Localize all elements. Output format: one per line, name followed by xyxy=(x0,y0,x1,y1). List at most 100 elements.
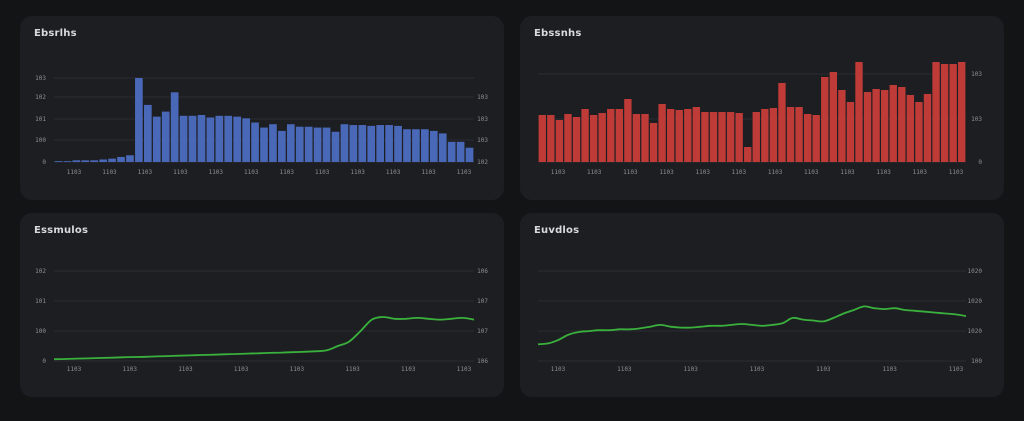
bar xyxy=(421,129,429,162)
x-tick-label: 1103 xyxy=(949,366,964,373)
bar xyxy=(607,109,615,162)
y-tick-label: 100 xyxy=(35,328,46,335)
bar xyxy=(429,130,438,162)
bar xyxy=(376,125,385,162)
bar xyxy=(331,131,340,162)
bar xyxy=(269,124,277,162)
y-tick-label-right: 103 xyxy=(971,116,982,123)
y-tick-label: 0 xyxy=(42,358,46,365)
y-tick-label-right: 107 xyxy=(477,298,488,305)
x-tick-label: 1103 xyxy=(617,366,632,373)
bar xyxy=(761,109,769,162)
bar xyxy=(718,112,726,162)
bar xyxy=(649,123,658,162)
bar xyxy=(117,156,125,162)
bar xyxy=(906,95,915,162)
bar xyxy=(358,125,367,162)
x-tick-label: 1103 xyxy=(882,366,897,373)
bar xyxy=(547,115,555,162)
y-tick-label: 101 xyxy=(35,298,46,305)
bar xyxy=(108,158,116,162)
bar xyxy=(367,125,376,162)
x-tick-label: 1103 xyxy=(290,366,305,373)
bar xyxy=(923,94,932,162)
y-tick-label: 101 xyxy=(35,116,46,123)
bar xyxy=(863,92,872,162)
bar xyxy=(701,112,709,162)
bar xyxy=(313,127,322,162)
x-tick-label: 1103 xyxy=(768,169,783,176)
bar xyxy=(63,161,72,162)
x-tick-label: 1103 xyxy=(345,366,360,373)
bar xyxy=(846,102,855,162)
y-tick-label-right: 0 xyxy=(978,159,982,166)
bar xyxy=(881,90,889,162)
chart-title: Euvdlos xyxy=(534,225,580,236)
y-tick-label-right: 103 xyxy=(477,94,488,101)
bar xyxy=(692,107,701,162)
bar xyxy=(932,62,940,162)
x-tick-label: 1103 xyxy=(122,366,137,373)
bar xyxy=(465,147,474,162)
bar xyxy=(161,111,170,162)
bar xyxy=(126,155,134,162)
bar xyxy=(915,102,923,162)
bar xyxy=(260,127,268,162)
y-tick-label-right: 100 xyxy=(971,358,982,365)
bar xyxy=(667,109,675,162)
bar xyxy=(555,120,564,162)
x-tick-label: 1103 xyxy=(102,169,117,176)
bar xyxy=(224,115,233,162)
bar xyxy=(624,99,632,162)
bar xyxy=(778,83,786,162)
bar xyxy=(829,72,837,162)
x-tick-label: 1103 xyxy=(587,169,602,176)
x-tick-label: 1103 xyxy=(421,169,436,176)
chart-svg: 0 100 101 102 106 107 107 106 1103 1103 1103 1103 11… xyxy=(35,268,488,373)
bar xyxy=(632,114,641,162)
bar xyxy=(538,115,546,162)
x-tick-label: 1103 xyxy=(457,169,472,176)
bar xyxy=(403,129,411,162)
bar xyxy=(81,160,90,162)
bar xyxy=(615,109,623,162)
y-tick-label-right: 103 xyxy=(477,116,488,123)
x-tick-label: 1103 xyxy=(840,169,855,176)
x-tick-label: 1103 xyxy=(173,169,188,176)
bar xyxy=(99,159,107,162)
chart-title: Ebssnhs xyxy=(534,28,582,39)
bar xyxy=(54,161,63,162)
bar xyxy=(581,109,589,162)
x-tick-label: 1103 xyxy=(244,169,259,176)
bar xyxy=(90,160,99,162)
bar xyxy=(278,130,286,162)
x-tick-label: 1103 xyxy=(457,366,472,373)
chart-svg: 100 1020 1020 1020 1103 1103 1103 1103 1103 1103 1… xyxy=(537,268,983,373)
bar xyxy=(940,64,949,162)
y-tick-label-right: 103 xyxy=(971,71,982,78)
x-tick-label: 1103 xyxy=(234,366,249,373)
x-tick-label: 1103 xyxy=(551,169,566,176)
x-tick-label: 1103 xyxy=(386,169,401,176)
bar xyxy=(394,125,402,162)
y-tick-label-right: 107 xyxy=(477,328,488,335)
x-tick-label: 1103 xyxy=(696,169,711,176)
x-tick-label: 1103 xyxy=(804,169,819,176)
bar xyxy=(322,127,331,162)
y-tick-label-right: 102 xyxy=(477,159,488,166)
bar xyxy=(795,107,803,162)
bar xyxy=(206,117,215,162)
x-tick-label: 1103 xyxy=(315,169,330,176)
bar xyxy=(752,112,760,162)
bar xyxy=(197,114,206,162)
x-tick-label: 1103 xyxy=(732,169,747,176)
x-tick-label: 1103 xyxy=(683,366,698,373)
chart-title: Essmulos xyxy=(34,225,89,236)
x-tick-label: 1103 xyxy=(949,169,964,176)
x-tick-label: 1103 xyxy=(659,169,674,176)
bar xyxy=(872,89,880,162)
bar xyxy=(675,110,683,162)
y-tick-label-right: 1020 xyxy=(968,328,983,335)
bar xyxy=(215,115,224,162)
bar xyxy=(726,112,735,162)
